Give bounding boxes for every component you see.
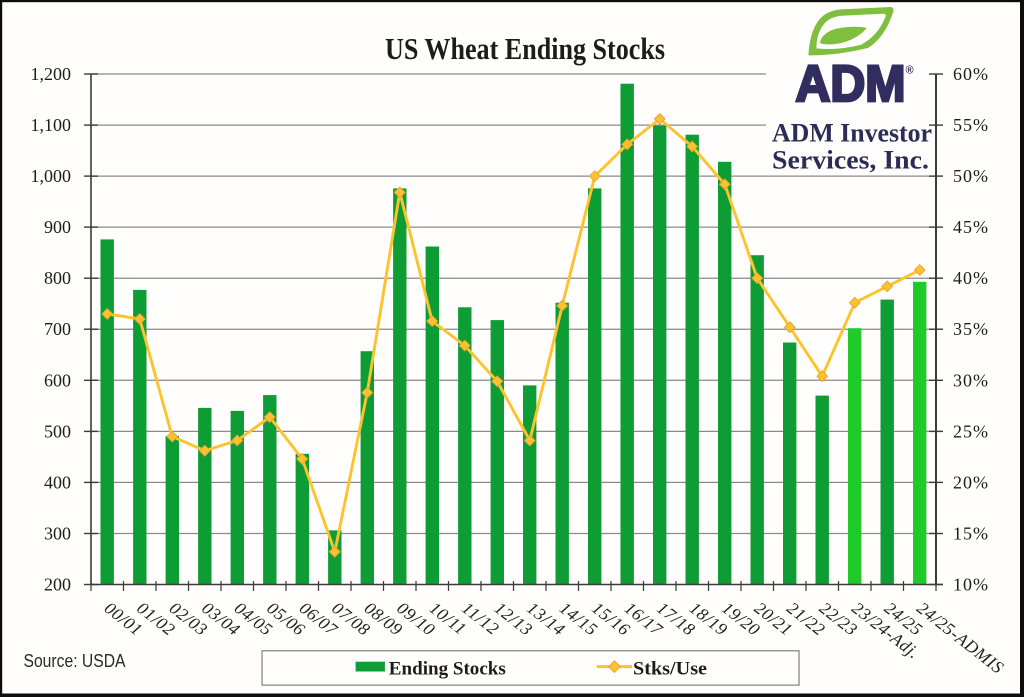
svg-text:®: ® xyxy=(906,65,914,77)
svg-text:10%: 10% xyxy=(953,575,988,595)
svg-text:US Wheat Ending Stocks: US Wheat Ending Stocks xyxy=(385,31,665,66)
svg-text:15%: 15% xyxy=(953,524,988,544)
svg-text:20%: 20% xyxy=(953,472,988,492)
svg-text:Services, Inc.: Services, Inc. xyxy=(772,145,929,175)
svg-text:800: 800 xyxy=(44,268,71,288)
svg-text:ADM: ADM xyxy=(796,55,906,112)
svg-text:Ending Stocks: Ending Stocks xyxy=(389,658,506,679)
svg-text:1,200: 1,200 xyxy=(31,64,72,84)
svg-text:50%: 50% xyxy=(953,166,988,186)
svg-text:1,100: 1,100 xyxy=(31,115,72,135)
svg-text:35%: 35% xyxy=(953,319,988,339)
svg-text:40%: 40% xyxy=(953,268,988,288)
svg-text:500: 500 xyxy=(44,421,71,441)
svg-text:30%: 30% xyxy=(953,370,988,390)
svg-text:300: 300 xyxy=(44,524,71,544)
svg-text:1,000: 1,000 xyxy=(31,166,72,186)
svg-text:Stks/Use: Stks/Use xyxy=(633,658,707,679)
svg-text:200: 200 xyxy=(44,575,71,595)
svg-text:60%: 60% xyxy=(953,64,988,84)
svg-text:45%: 45% xyxy=(953,217,988,237)
svg-text:400: 400 xyxy=(44,472,71,492)
svg-text:ADM Investor: ADM Investor xyxy=(772,118,932,148)
svg-text:900: 900 xyxy=(44,217,71,237)
svg-text:25%: 25% xyxy=(953,421,988,441)
svg-text:700: 700 xyxy=(44,319,71,339)
svg-text:55%: 55% xyxy=(953,115,988,135)
svg-text:600: 600 xyxy=(44,370,71,390)
svg-text:Source: USDA: Source: USDA xyxy=(24,651,126,671)
